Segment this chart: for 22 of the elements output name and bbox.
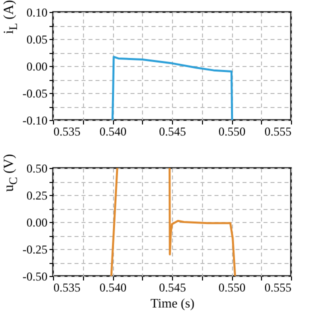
line-series [112,56,234,120]
y-tick-label: 0.10 [26,6,48,20]
y-tick-label: 0.05 [26,32,48,46]
x-tick-label: 0.540 [100,280,126,294]
x-tick-label: 0.550 [218,124,246,138]
x-tick-label: 0.540 [100,124,126,138]
x-tick-label: 0.535 [54,124,80,138]
y-tick-label: 0.50 [26,162,48,176]
x-tick-label: 0.545 [159,280,186,294]
y-tick-label: 0.00 [26,60,48,74]
y-tick-label: -0.50 [22,270,48,284]
x-axis-title: Time (s) [150,296,194,310]
x-tick-label: 0.555 [264,280,292,294]
y-tick-label: 0.00 [26,216,48,230]
y-tick-label: -0.25 [22,242,48,256]
y-tick-label: 0.25 [26,188,48,202]
x-tick-label: 0.545 [159,124,186,138]
x-tick-label: 0.555 [264,124,292,138]
y-tick-label: -0.05 [22,86,48,100]
y-tick-label: -0.10 [22,114,48,128]
x-tick-label: 0.535 [54,280,80,294]
x-tick-label: 0.550 [218,280,246,294]
